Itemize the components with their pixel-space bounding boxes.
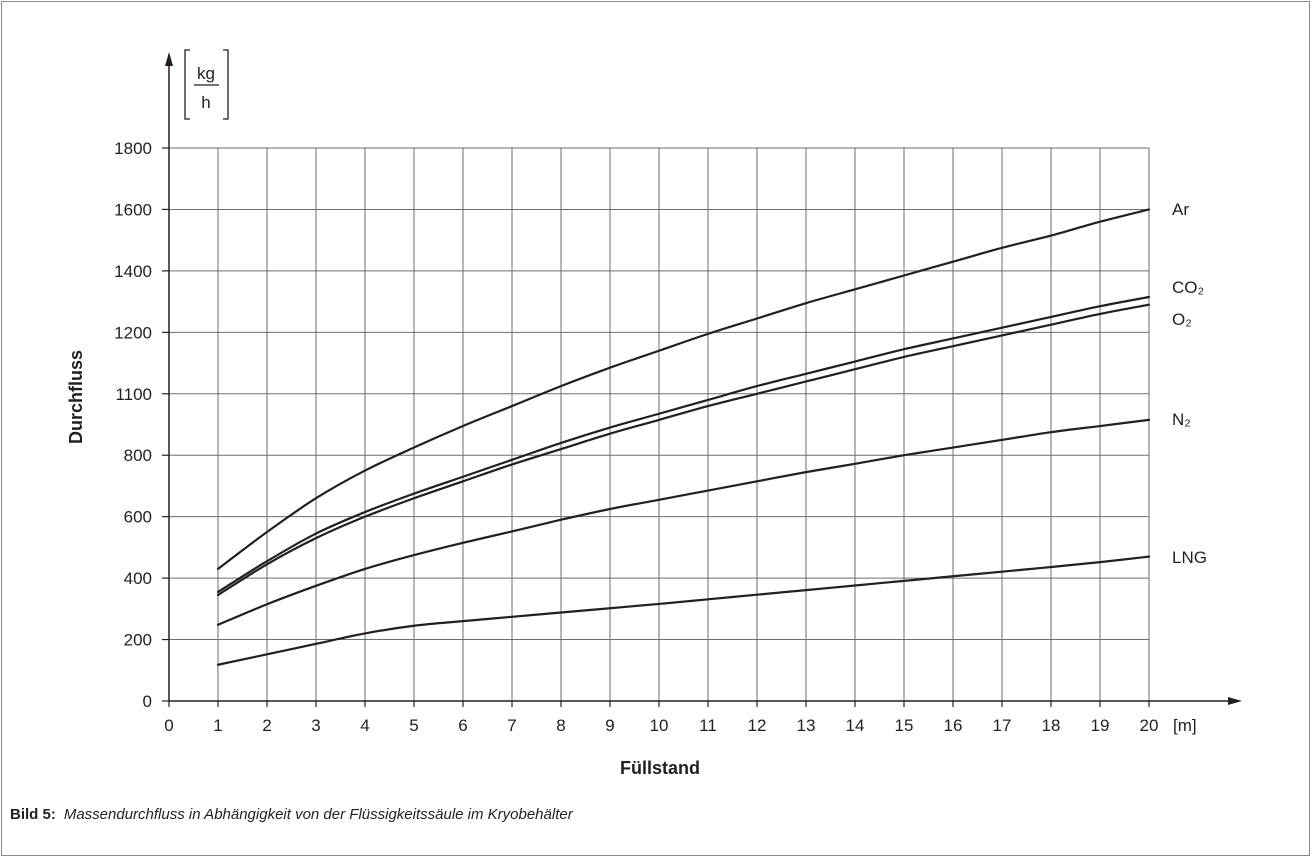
series-label-co2: CO₂: [1172, 278, 1204, 297]
x-tick-label: 18: [1042, 716, 1061, 735]
series-line-n2: [216, 418, 1151, 626]
grid: [169, 147, 1150, 701]
y-unit-numerator: kg: [197, 64, 215, 83]
x-tick-label: 19: [1091, 716, 1110, 735]
series-label-lng: LNG: [1172, 548, 1207, 567]
x-tick-label: 12: [748, 716, 767, 735]
x-tick-label: 16: [944, 716, 963, 735]
x-tick-label: 11: [699, 716, 717, 735]
series-line-ar: [216, 208, 1151, 570]
x-tick-label: 4: [360, 716, 369, 735]
x-tick-label: 20: [1140, 716, 1159, 735]
y-tick-label: 400: [124, 569, 152, 588]
x-tick-label: 15: [895, 716, 914, 735]
series-lines: [216, 208, 1151, 666]
y-tick-label: 600: [124, 508, 152, 527]
y-tick-label: 1100: [115, 385, 152, 404]
y-tick-label: 1800: [114, 139, 152, 158]
x-tick-label: 14: [846, 716, 865, 735]
axes: [165, 52, 1242, 705]
caption-text: Massendurchfluss in Abhängigkeit von der…: [63, 806, 573, 823]
y-axis-title: Durchfluss: [66, 350, 86, 444]
y-tick-label: 0: [143, 692, 152, 711]
y-unit-denominator: h: [201, 93, 210, 112]
x-tick-label: 8: [556, 716, 565, 735]
y-tick-label: 800: [124, 446, 152, 465]
y-tick-label: 1600: [114, 200, 152, 219]
x-unit-label: [m]: [1173, 716, 1197, 735]
x-tick-label: 6: [458, 716, 467, 735]
bracket-right: [223, 49, 229, 120]
series-label-ar: Ar: [1172, 200, 1189, 219]
series-line-co2: [216, 295, 1151, 594]
figure-caption: Bild 5: Massendurchfluss in Abhängigkeit …: [10, 806, 573, 823]
series-line-lng: [216, 555, 1151, 666]
x-tick-label: 3: [311, 716, 320, 735]
x-tick-label: 7: [507, 716, 516, 735]
series-label-o2: O₂: [1172, 310, 1192, 329]
x-tick-label: 9: [605, 716, 614, 735]
series-label-n2: N₂: [1172, 410, 1191, 429]
series-line-o2: [216, 303, 1151, 597]
x-tick-label: 10: [650, 716, 669, 735]
x-tick-label: 13: [797, 716, 816, 735]
x-tick-label: 0: [164, 716, 173, 735]
caption-label: Bild 5:: [10, 806, 56, 823]
x-tick-label: 2: [262, 716, 271, 735]
x-tick-label: 17: [993, 716, 1012, 735]
bracket-left: [184, 49, 190, 120]
x-tick-label: 5: [409, 716, 418, 735]
axis-titles: kg h Durchfluss Füllstand: [66, 49, 700, 778]
series-labels: Ar CO₂ O₂ N₂ LNG: [1172, 200, 1207, 567]
x-axis-title: Füllstand: [620, 758, 700, 778]
y-axis-arrow: [165, 52, 173, 66]
y-unit-label: kg h: [184, 49, 229, 120]
y-tick-label: 1200: [114, 323, 152, 342]
x-tick-label: 1: [213, 716, 222, 735]
x-axis-arrow: [1228, 697, 1242, 705]
y-tick-label: 1400: [114, 262, 152, 281]
y-tick-label: 200: [124, 631, 152, 650]
